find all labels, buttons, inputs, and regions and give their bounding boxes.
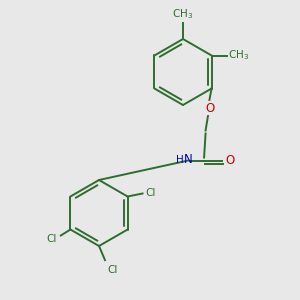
Text: O: O <box>226 154 235 167</box>
Text: Cl: Cl <box>107 265 118 275</box>
Text: Cl: Cl <box>46 233 57 244</box>
Text: CH$_3$: CH$_3$ <box>172 7 194 21</box>
Text: Cl: Cl <box>146 188 156 199</box>
Text: O: O <box>206 101 215 115</box>
Text: N: N <box>184 153 193 166</box>
Text: H: H <box>176 154 184 165</box>
Text: CH$_3$: CH$_3$ <box>228 49 249 62</box>
